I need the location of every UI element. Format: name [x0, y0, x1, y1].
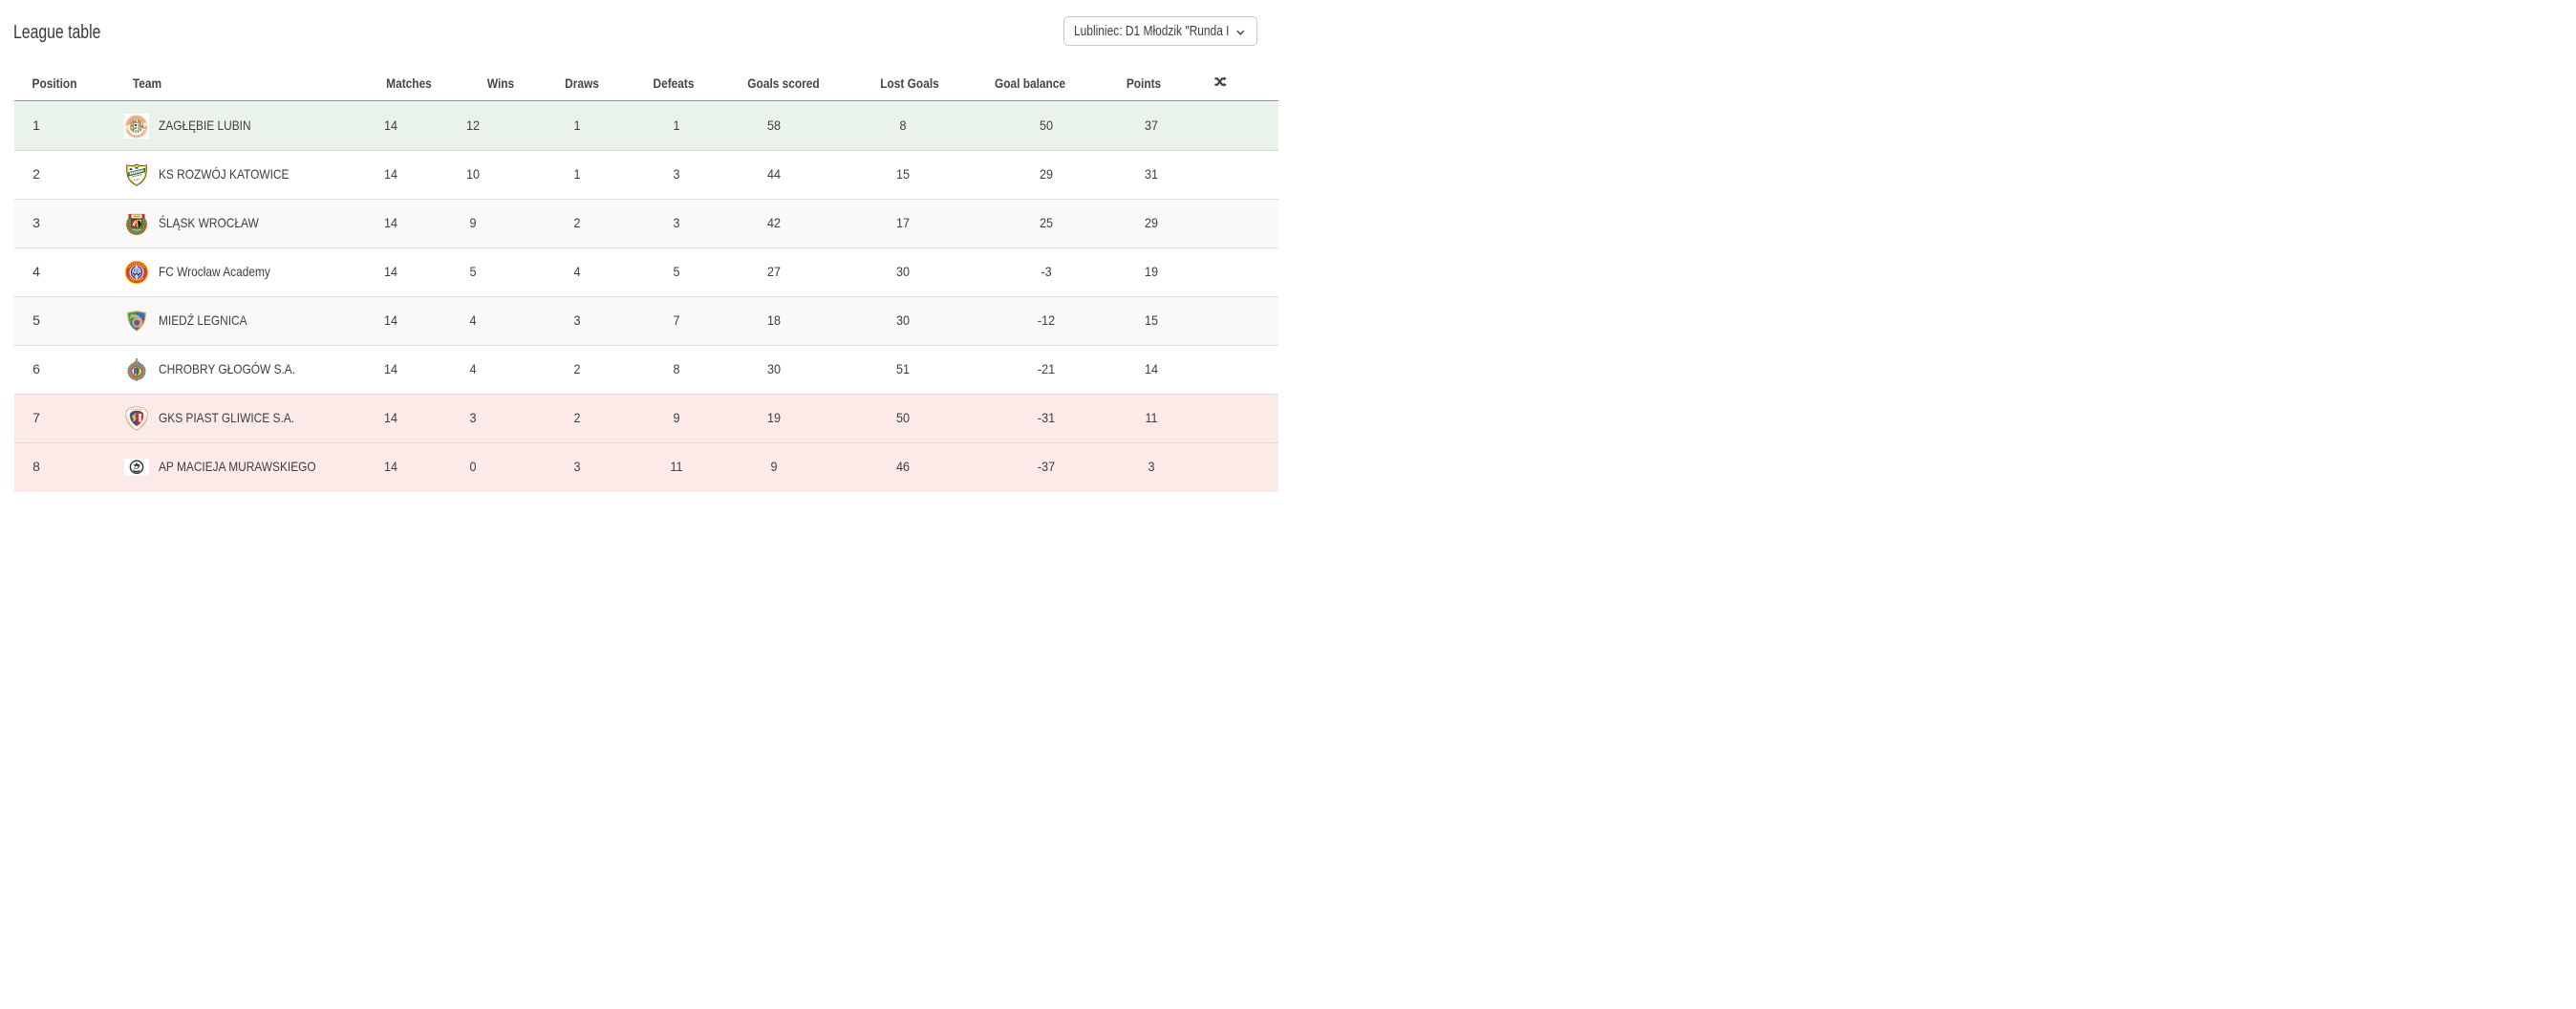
svg-text:FC: FC [134, 268, 140, 272]
